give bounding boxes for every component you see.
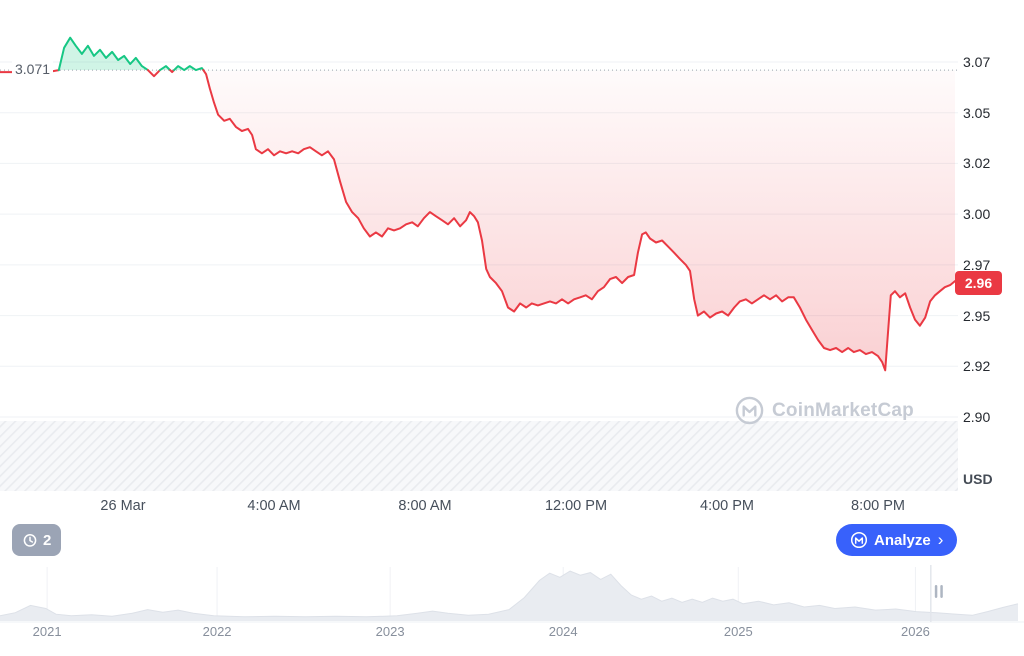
- history-clock-icon: [23, 534, 37, 547]
- y-axis-tick: 2.97: [963, 256, 991, 273]
- x-axis-tick: 4:00 PM: [700, 498, 754, 514]
- year-axis-tick: 2024: [548, 624, 578, 639]
- year-axis-tick: 2026: [900, 624, 930, 639]
- x-axis-tick: 8:00 AM: [398, 498, 452, 514]
- main-price-chart[interactable]: [0, 0, 958, 492]
- year-axis-tick: 2023: [375, 624, 405, 639]
- x-axis-tick: 4:00 AM: [247, 498, 301, 514]
- year-axis-tick: 2022: [202, 624, 232, 639]
- baseline-price-label: 3.071: [12, 60, 54, 79]
- y-axis-tick: 2.92: [963, 358, 991, 375]
- coinmarketcap-logo-icon: [735, 396, 764, 425]
- navigator-handle-icon[interactable]: [934, 585, 943, 598]
- current-price-badge: 2.96: [955, 271, 1002, 296]
- y-axis-tick: 3.05: [963, 104, 991, 121]
- watermark: CoinMarketCap: [735, 396, 914, 425]
- history-badge[interactable]: 2: [12, 524, 62, 556]
- y-axis-tick: 2.90: [963, 409, 991, 425]
- chevron-right-icon: ›: [937, 530, 944, 549]
- y-axis-tick: 3.02: [963, 155, 991, 172]
- x-axis-tick: 26 Mar: [100, 498, 146, 514]
- coinmarketcap-logo-icon: [850, 531, 868, 549]
- x-axis-tick: 8:00 PM: [851, 498, 905, 514]
- currency-unit-label: USD: [963, 471, 993, 487]
- watermark-text: CoinMarketCap: [772, 399, 914, 421]
- analyze-label: Analyze: [874, 531, 931, 549]
- year-axis-tick: 2021: [32, 624, 62, 639]
- y-axis-tick: 3.00: [963, 206, 991, 223]
- y-axis-tick: 3.07: [963, 54, 991, 70]
- y-axis-tick: 2.95: [963, 307, 991, 324]
- analyze-button[interactable]: Analyze ›: [836, 524, 958, 556]
- history-count: 2: [43, 531, 52, 549]
- range-navigator[interactable]: [0, 565, 1024, 623]
- year-axis-tick: 2025: [723, 624, 753, 639]
- x-axis-tick: 12:00 PM: [544, 498, 608, 514]
